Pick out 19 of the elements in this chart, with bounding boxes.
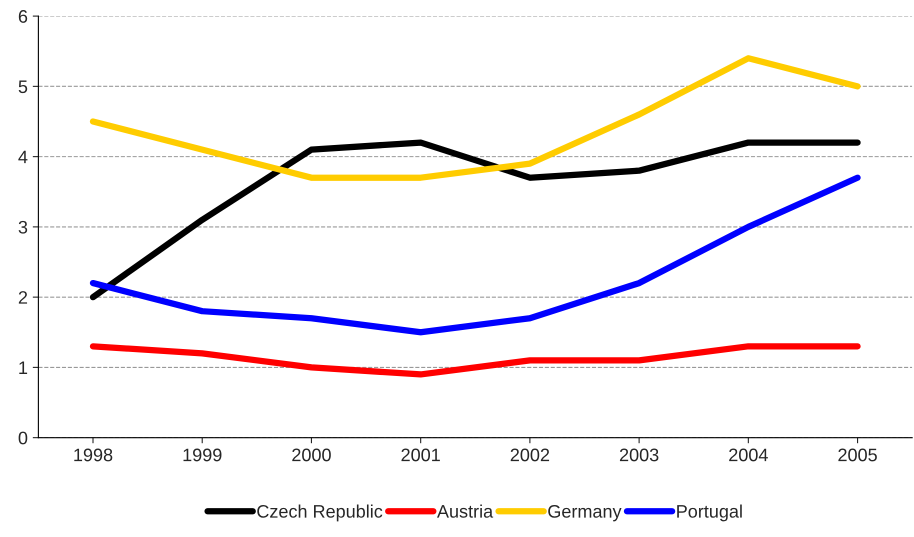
x-tick-label: 2001 (401, 448, 440, 462)
y-tick-label: 0 (18, 432, 28, 444)
legend-label: Portugal (677, 504, 742, 522)
x-tick-label: 1998 (74, 448, 112, 462)
y-tick-label: 6 (18, 10, 28, 23)
y-tick-label: 1 (19, 362, 28, 374)
y-tick-label: 3 (18, 220, 28, 234)
y-tick-label: 2 (18, 291, 28, 304)
legend-label: Germany (548, 504, 622, 522)
x-tick-label: 2000 (292, 448, 331, 462)
legend-label: Austria (436, 504, 494, 518)
legend-label: Czech Republic (257, 504, 382, 522)
x-tick-label: 2002 (510, 448, 550, 462)
x-tick-label: 1999 (184, 448, 222, 462)
x-tick-label: 2004 (729, 448, 768, 462)
x-tick-label: 2003 (620, 448, 658, 462)
y-tick-label: 5 (18, 80, 28, 94)
y-tick-label: 4 (18, 150, 28, 164)
x-tick-label: 2005 (838, 448, 877, 462)
